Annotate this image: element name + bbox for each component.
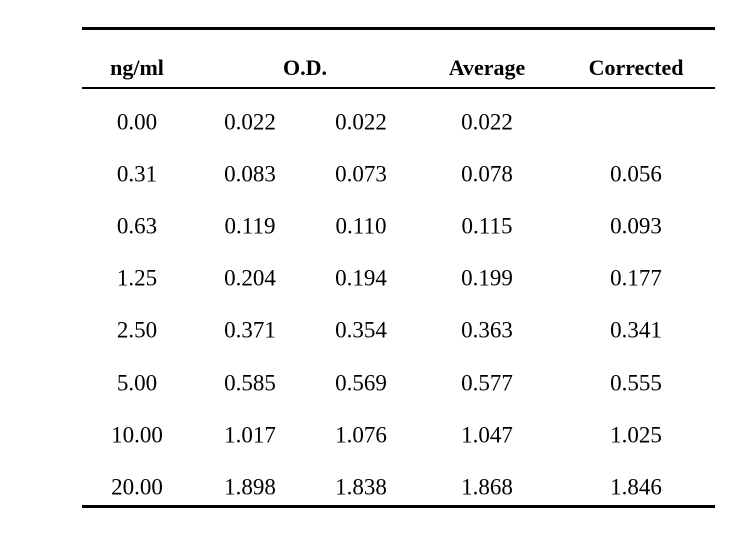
- cell-od-2: 0.022: [335, 109, 387, 135]
- cell-average: 1.047: [461, 422, 513, 448]
- cell-concentration: 0.31: [116, 161, 158, 187]
- cell-od-2: 1.838: [335, 474, 387, 500]
- cell-od-1: 0.083: [224, 161, 276, 187]
- cell-average: 0.115: [461, 213, 513, 239]
- cell-average: 0.078: [461, 161, 513, 187]
- bottom-rule: [82, 505, 715, 508]
- cell-average: 0.199: [461, 265, 513, 291]
- cell-concentration: 20.00: [111, 474, 163, 500]
- cell-concentration: 0.00: [116, 109, 158, 135]
- header-concentration: ng/ml: [110, 55, 164, 80]
- header-average: Average: [448, 55, 526, 80]
- top-rule: [82, 27, 715, 30]
- cell-concentration: 10.00: [111, 422, 163, 448]
- cell-concentration: 0.63: [116, 213, 158, 239]
- header-rule: [82, 87, 715, 89]
- cell-average: 1.868: [461, 474, 513, 500]
- cell-average: 0.577: [461, 370, 513, 395]
- cell-od-1: 0.204: [224, 265, 276, 291]
- cell-od-2: 0.569: [335, 370, 387, 395]
- cell-concentration: 1.25: [116, 265, 158, 291]
- cell-od-2: 0.194: [335, 265, 387, 291]
- cell-od-1: 1.898: [224, 474, 276, 500]
- cell-od-1: 0.119: [224, 213, 276, 239]
- header-corrected: Corrected: [588, 55, 684, 80]
- cell-od-1: 0.022: [224, 109, 276, 135]
- cell-od-2: 0.110: [335, 213, 387, 239]
- cell-concentration: 5.00: [116, 370, 158, 395]
- cell-average: 0.022: [461, 109, 513, 135]
- cell-corrected: 0.341: [610, 317, 662, 343]
- cell-corrected: 1.846: [610, 474, 662, 500]
- cell-corrected: 0.056: [610, 161, 662, 187]
- cell-corrected: 0.555: [610, 370, 662, 395]
- cell-od-1: 0.371: [224, 317, 276, 343]
- cell-od-1: 0.585: [224, 370, 276, 395]
- cell-od-2: 1.076: [335, 422, 387, 448]
- cell-concentration: 2.50: [116, 317, 158, 343]
- cell-corrected: 0.177: [610, 265, 662, 291]
- header-od: O.D.: [283, 55, 327, 80]
- cell-average: 0.363: [461, 317, 513, 343]
- cell-od-1: 1.017: [224, 422, 276, 448]
- cell-od-2: 0.354: [335, 317, 387, 343]
- cell-od-2: 0.073: [335, 161, 387, 187]
- cell-corrected: 0.093: [610, 213, 662, 239]
- cell-corrected: 1.025: [610, 422, 662, 448]
